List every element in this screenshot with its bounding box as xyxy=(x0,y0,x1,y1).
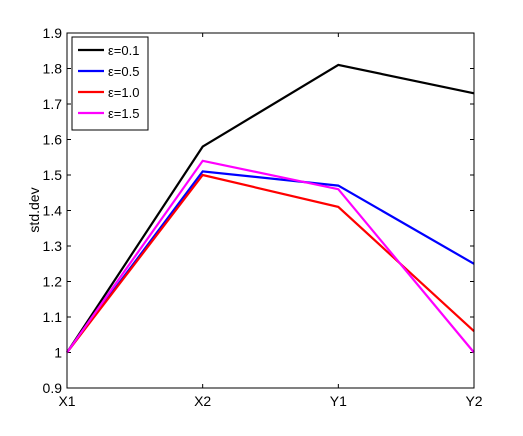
y-tick-label: 1 xyxy=(54,345,62,361)
legend-label: ε=0.1 xyxy=(108,43,139,58)
legend-label: ε=0.5 xyxy=(108,64,139,79)
y-tick-label: 1.7 xyxy=(43,96,63,112)
y-tick-label: 1.9 xyxy=(43,25,63,41)
y-tick-label: 1.6 xyxy=(43,132,63,148)
plot-frame xyxy=(66,32,475,389)
legend-box xyxy=(71,36,149,131)
y-tick-label: 1.8 xyxy=(43,61,63,77)
series-line xyxy=(66,63,475,354)
legend-label: ε=1.5 xyxy=(108,106,139,121)
y-tick-label: 1.2 xyxy=(43,274,63,290)
series-line xyxy=(66,173,475,354)
series-line xyxy=(66,159,475,354)
y-tick-label: 1.1 xyxy=(43,309,63,325)
x-tick-label: Y2 xyxy=(465,393,482,409)
x-tick-label: X1 xyxy=(58,393,75,409)
y-tick-label: 1.3 xyxy=(43,238,63,254)
y-axis-ticks: 0.9 1 1.1 1.2 1.3 1.4 1.5 1.6 1.7 1.8 1.9 xyxy=(43,25,474,396)
series-lines xyxy=(66,63,475,354)
y-tick-label: 1.5 xyxy=(43,167,63,183)
x-tick-label: X2 xyxy=(194,393,211,409)
legend-label: ε=1.0 xyxy=(108,85,139,100)
y-axis-label: std.dev xyxy=(26,187,42,232)
x-axis-ticks: X1 X2 Y1 Y2 xyxy=(58,33,483,409)
y-tick-label: 0.9 xyxy=(43,380,63,396)
x-tick-label: Y1 xyxy=(330,393,347,409)
legend: ε=0.1 ε=0.5 ε=1.0 ε=1.5 xyxy=(71,36,149,131)
y-tick-label: 1.4 xyxy=(43,203,63,219)
